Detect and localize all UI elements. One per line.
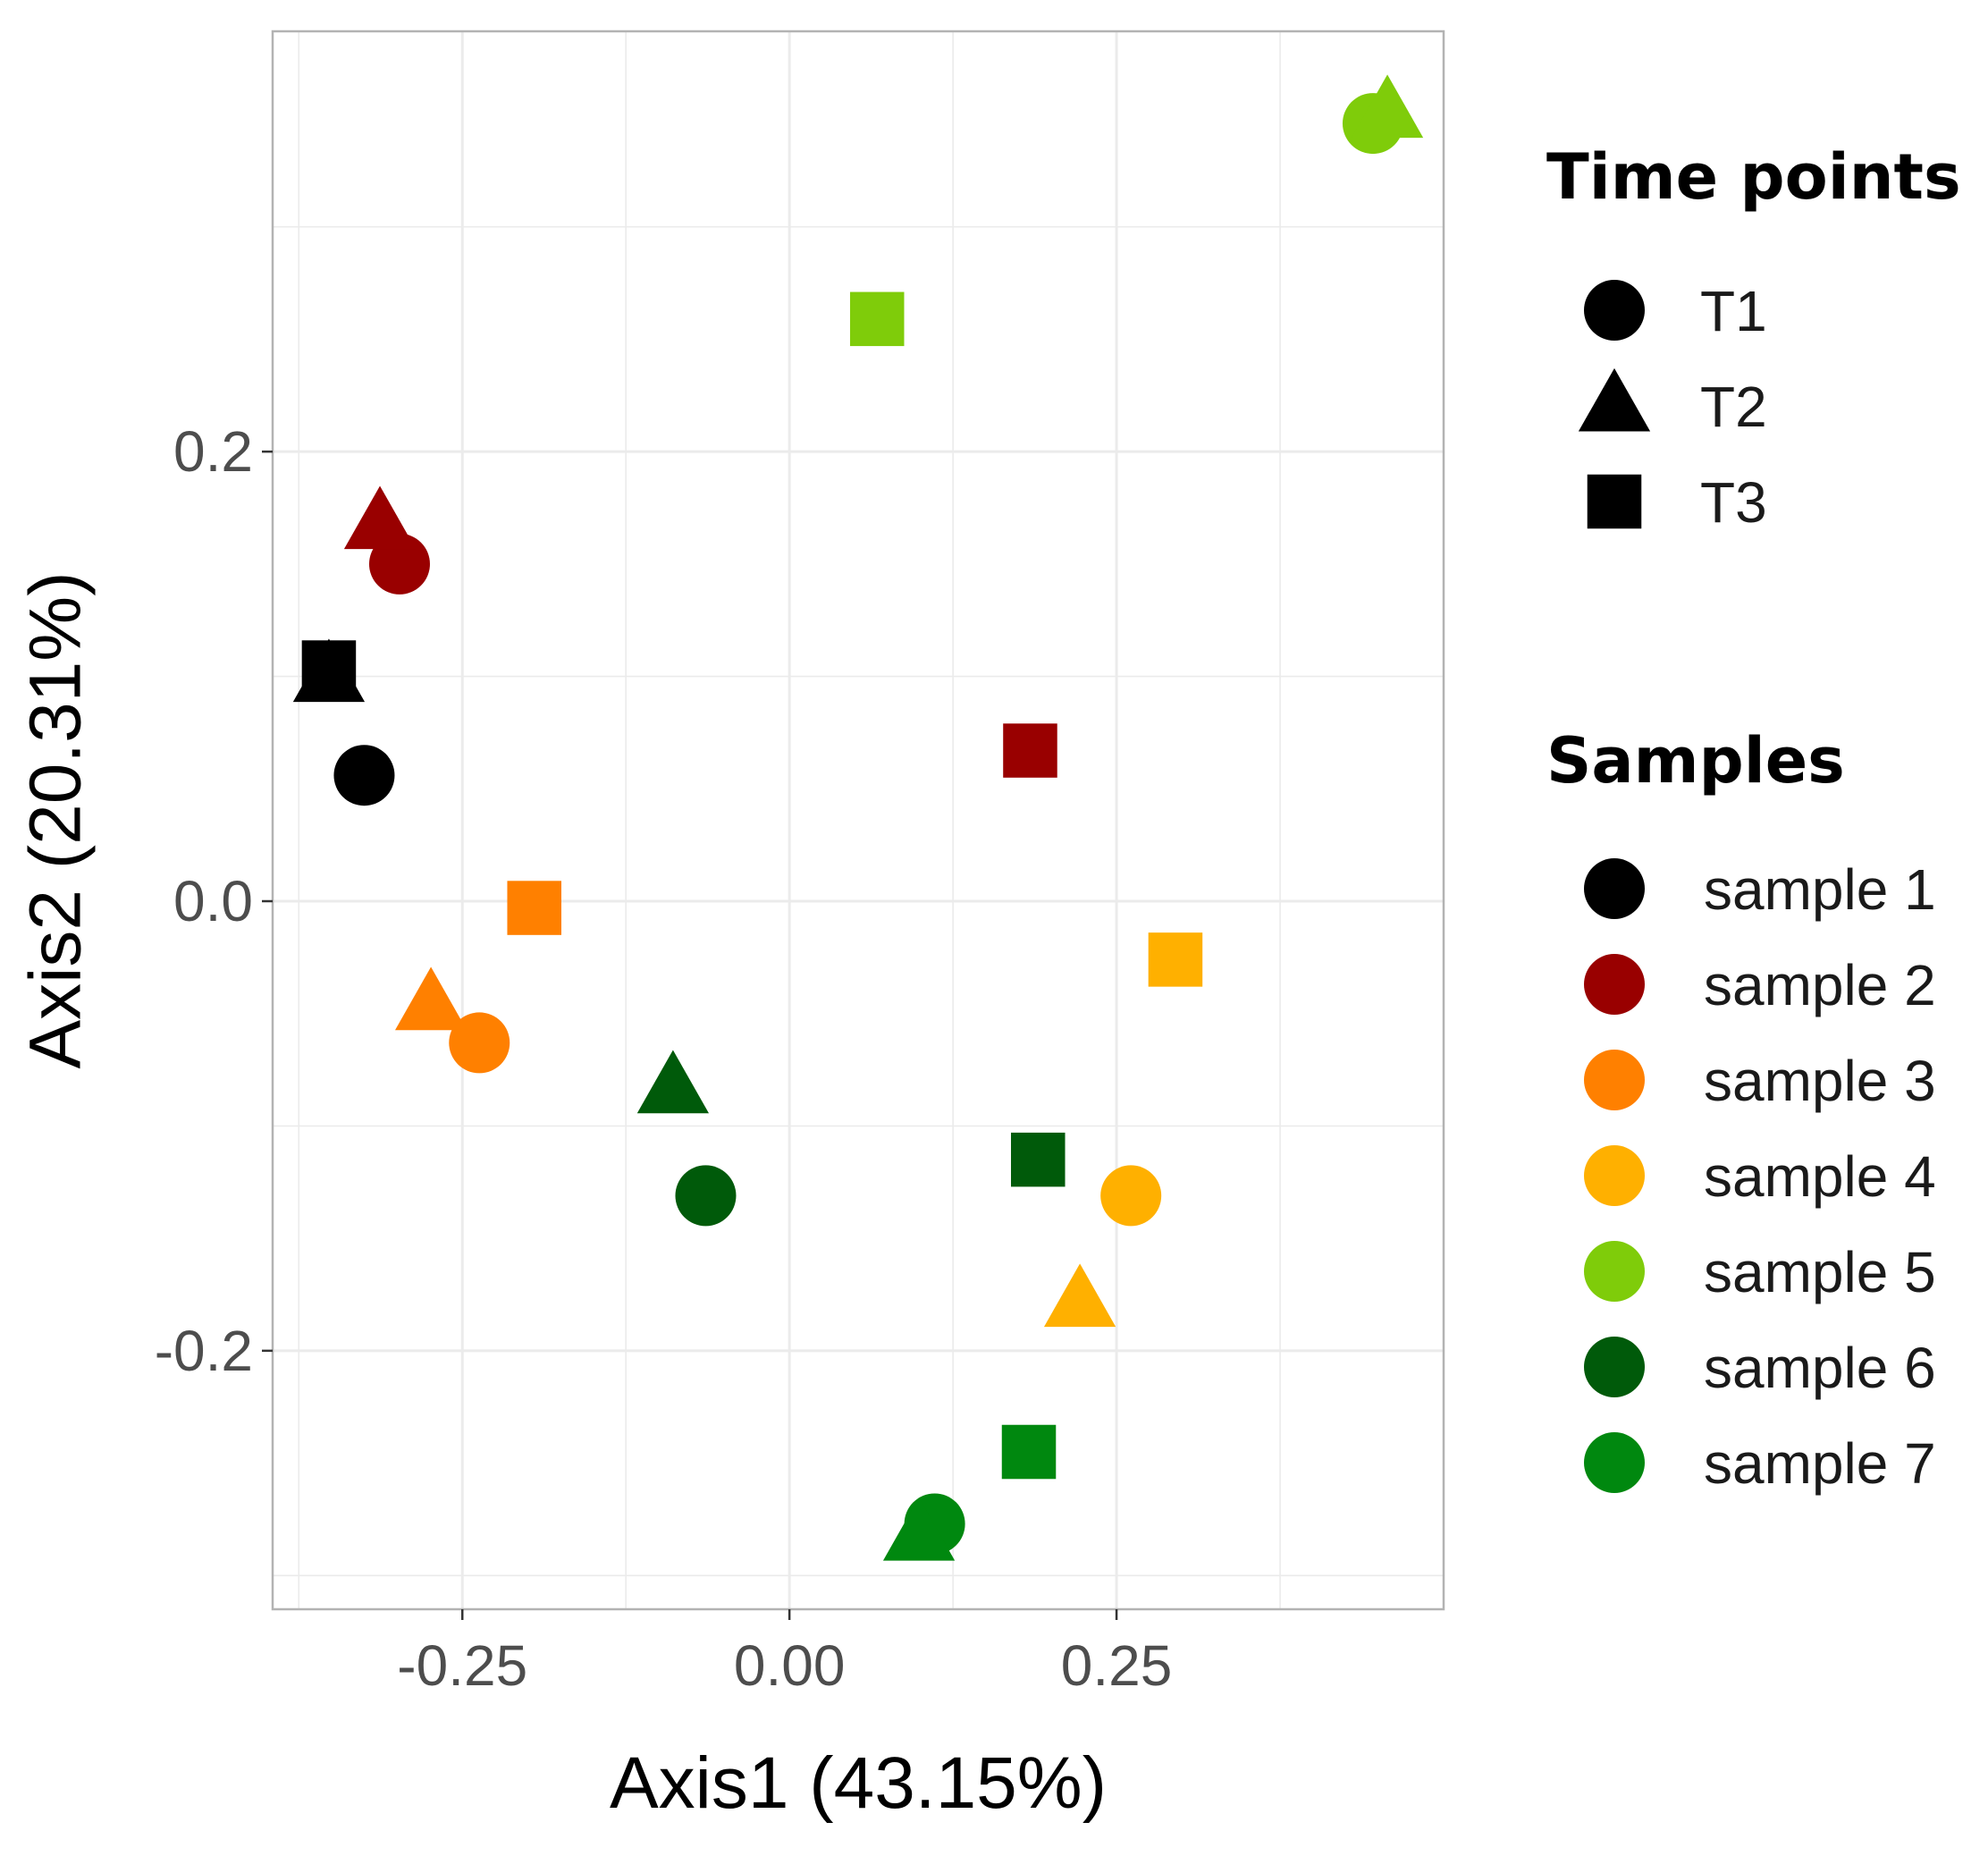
legend-key-sample-7 — [1584, 1432, 1645, 1493]
legend-label-sample-3: sample 3 — [1704, 1049, 1936, 1113]
legend-label-t2: T2 — [1700, 375, 1767, 439]
legend-samples: Samples sample 1 sample 2 sample 3 sample 4… — [1546, 724, 1936, 1496]
y-tick-label: 0.0 — [173, 869, 253, 933]
legend-label-sample-5: sample 5 — [1704, 1240, 1936, 1304]
point-sample-6-t1 — [675, 1165, 737, 1227]
legend-key-sample-6 — [1584, 1337, 1645, 1397]
y-tick-label: 0.2 — [173, 419, 253, 484]
point-sample-5-t2 — [1351, 74, 1424, 139]
legend-label-sample-1: sample 1 — [1704, 857, 1936, 922]
point-sample-1-t3 — [301, 640, 357, 695]
point-sample-2-t3 — [1003, 723, 1057, 778]
legend-key-sample-3 — [1584, 1050, 1645, 1110]
point-sample-4-t3 — [1148, 932, 1203, 987]
data-points — [292, 74, 1424, 1561]
legend-label-sample-6: sample 6 — [1704, 1336, 1936, 1400]
y-tick-label: -0.2 — [155, 1319, 253, 1383]
panel-background — [273, 31, 1444, 1609]
point-sample-4-t2 — [1043, 1263, 1116, 1328]
grid-major-lines — [273, 31, 1444, 1609]
grid-minor-lines — [273, 31, 1445, 1609]
point-sample-3-t2 — [394, 966, 468, 1031]
legend-label-t1: T1 — [1700, 279, 1767, 343]
x-tick-label: 0.00 — [734, 1633, 846, 1698]
legend-label-sample-7: sample 7 — [1704, 1431, 1936, 1496]
point-sample-2-t2 — [343, 485, 417, 550]
legend-title-samples: Samples — [1546, 724, 1845, 797]
legend-key-t1 — [1584, 280, 1645, 341]
legend-key-sample-5 — [1584, 1241, 1645, 1302]
legend-key-t3 — [1587, 474, 1642, 529]
legend-time-points: Time points T1 T2 T3 — [1546, 140, 1961, 535]
legend-key-sample-4 — [1584, 1145, 1645, 1206]
plot-panel — [271, 30, 1445, 1611]
point-sample-7-t2 — [882, 1497, 956, 1561]
point-sample-5-t3 — [849, 291, 905, 347]
x-tick-label: -0.25 — [397, 1633, 527, 1698]
legend-key-sample-1 — [1584, 858, 1645, 919]
panel-border — [271, 30, 1445, 1611]
legend-label-sample-4: sample 4 — [1704, 1144, 1936, 1209]
legend-title-time-points: Time points — [1546, 140, 1961, 214]
x-tick-label: 0.25 — [1061, 1633, 1173, 1698]
x-axis-ticks: -0.25 0.00 0.25 — [397, 1609, 1172, 1698]
point-sample-1-t1 — [333, 745, 395, 806]
point-sample-4-t1 — [1100, 1165, 1162, 1227]
x-axis-title: Axis1 (43.15%) — [610, 1742, 1107, 1824]
y-axis-title: Axis2 (20.31%) — [15, 571, 97, 1068]
legend-label-sample-2: sample 2 — [1704, 953, 1936, 1017]
point-sample-7-t3 — [1001, 1424, 1057, 1480]
legend-key-t2 — [1578, 367, 1651, 432]
y-axis-ticks: -0.2 0.0 0.2 — [155, 419, 273, 1383]
point-sample-3-t3 — [507, 881, 561, 935]
legend-key-sample-2 — [1584, 954, 1645, 1015]
legend-label-t3: T3 — [1700, 470, 1767, 535]
point-sample-6-t3 — [1010, 1132, 1066, 1187]
point-sample-6-t2 — [636, 1050, 710, 1114]
